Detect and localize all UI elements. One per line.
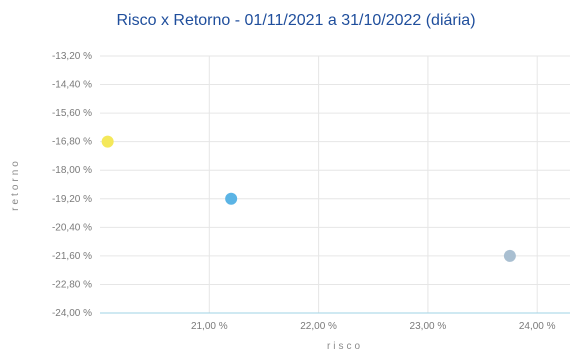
x-tick-label: 24,00 % xyxy=(519,321,556,332)
y-tick-label: -19,20 % xyxy=(52,194,92,205)
y-tick-label: -14,40 % xyxy=(52,80,92,91)
scatter-point xyxy=(503,249,516,262)
y-axis-label: retorno xyxy=(10,158,21,211)
y-tick-label: -22,80 % xyxy=(52,279,92,290)
grid-layer xyxy=(100,55,570,314)
y-tick-label: -18,00 % xyxy=(52,165,92,176)
y-tick-label: -13,20 % xyxy=(52,51,92,62)
y-tick-label: -21,60 % xyxy=(52,251,92,262)
y-tick-label: -24,00 % xyxy=(52,308,92,319)
scatter-point xyxy=(101,135,114,148)
x-axis-ticks: 21,00 % 22,00 % 23,00 % 24,00 % xyxy=(191,321,556,332)
y-tick-label: -15,60 % xyxy=(52,108,92,119)
chart-title: Risco x Retorno - 01/11/2021 a 31/10/202… xyxy=(116,12,475,29)
x-axis-label: risco xyxy=(327,341,363,352)
x-tick-label: 23,00 % xyxy=(410,321,447,332)
y-axis-ticks: -13,20 % -14,40 % -15,60 % -16,80 % -18,00 %… xyxy=(52,51,92,319)
scatter-point xyxy=(225,192,238,205)
y-tick-label: -16,80 % xyxy=(52,137,92,148)
x-tick-label: 22,00 % xyxy=(300,321,337,332)
data-points xyxy=(101,135,516,262)
y-tick-label: -20,40 % xyxy=(52,222,92,233)
x-tick-label: 21,00 % xyxy=(191,321,228,332)
